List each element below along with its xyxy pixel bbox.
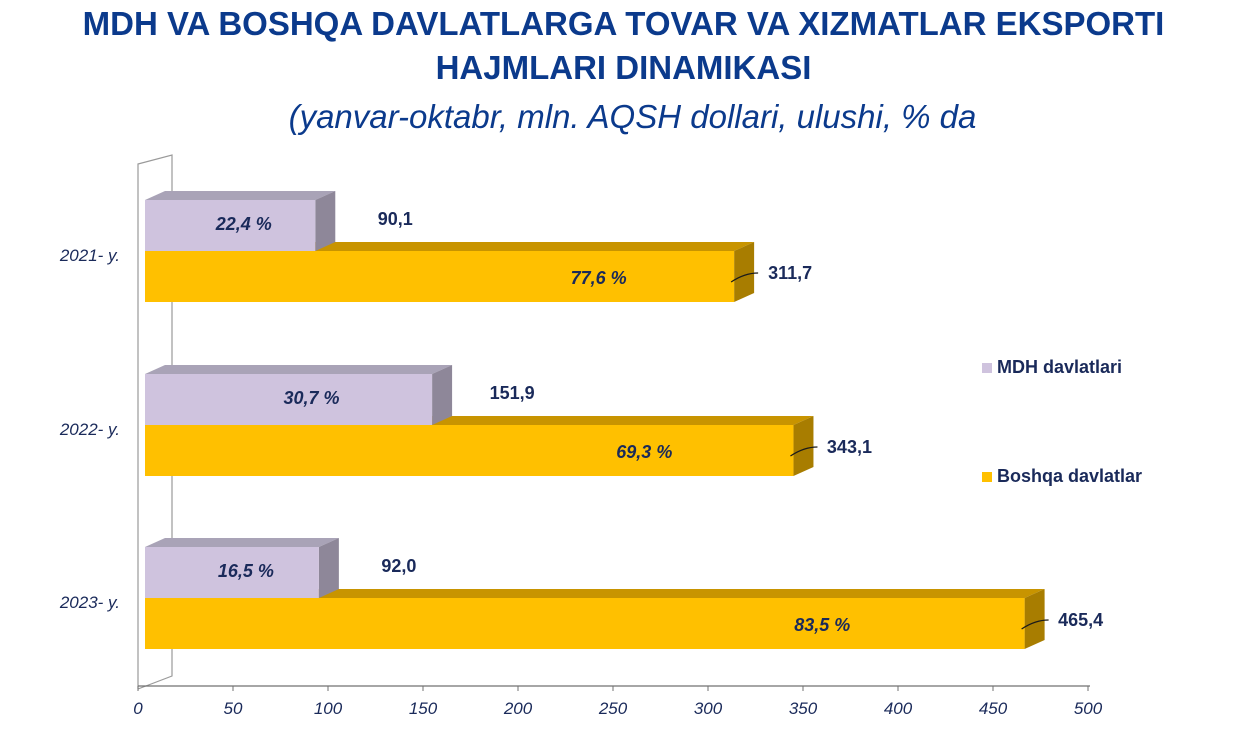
x-tick-label: 350 (789, 699, 818, 718)
legend-label-boshqa: Boshqa davlatlar (997, 466, 1143, 486)
x-tick-label: 450 (979, 699, 1008, 718)
legend-item-boshqa: Boshqa davlatlar (982, 466, 1142, 487)
x-tick-label: 0 (133, 699, 143, 718)
category-label: 2021- y. (59, 246, 120, 265)
bar-mdh-side (318, 538, 339, 598)
value-label-mdh: 92,0 (381, 556, 416, 576)
chart-wall (137, 154, 173, 690)
value-label-boshqa: 343,1 (827, 437, 872, 457)
x-tick-label: 500 (1074, 699, 1103, 718)
legend-item-mdh: MDH davlatlari (982, 357, 1122, 378)
x-tick-label: 300 (694, 699, 723, 718)
category-label: 2023- y. (59, 593, 120, 612)
bar-boshqa-side (1024, 589, 1045, 649)
legend-swatch-boshqa (982, 471, 992, 482)
share-label-mdh: 22,4 % (215, 214, 272, 234)
bar-boshqa-top (145, 589, 1045, 598)
bar-mdh-top (145, 538, 339, 547)
leader-line (1021, 619, 1049, 630)
share-label-boshqa: 83,5 % (794, 615, 850, 635)
share-label-mdh: 16,5 % (218, 561, 274, 581)
bar-mdh-top (145, 365, 453, 374)
chart-subtitle: (yanvar-oktabr, mln. AQSH dollari, ulush… (288, 98, 977, 135)
value-label-mdh: 151,9 (490, 383, 535, 403)
bar-mdh (145, 374, 433, 425)
bar-boshqa (145, 425, 794, 476)
bar-mdh-top (145, 191, 336, 200)
x-tick-label: 250 (598, 699, 628, 718)
legend-swatch-mdh (982, 362, 992, 373)
share-label-boshqa: 77,6 % (571, 268, 627, 288)
legend-label-mdh: MDH davlatlari (997, 357, 1123, 377)
chart-title: MDH VA BOSHQA DAVLATLARGA TOVAR VA XIZMA… (82, 5, 1165, 86)
bar-mdh (145, 547, 319, 598)
value-label-boshqa: 311,7 (768, 263, 812, 283)
bar-mdh-side (432, 365, 453, 425)
value-label-boshqa: 465,4 (1058, 610, 1103, 630)
bar-boshqa (145, 251, 735, 302)
x-tick-label: 50 (224, 699, 243, 718)
value-label-mdh: 90,1 (378, 209, 413, 229)
bar-boshqa-side (734, 242, 755, 302)
x-tick-label: 400 (884, 699, 913, 718)
x-tick-label: 150 (409, 699, 438, 718)
category-label: 2022- y. (59, 420, 120, 439)
bar-boshqa-side (793, 416, 814, 476)
share-label-boshqa: 69,3 % (616, 442, 672, 462)
x-tick-label: 100 (314, 699, 343, 718)
share-label-mdh: 30,7 % (283, 388, 339, 408)
leader-line (790, 446, 818, 457)
bar-mdh (145, 200, 316, 251)
bar-mdh-side (315, 191, 336, 251)
x-tick-label: 200 (503, 699, 533, 718)
bar-boshqa (145, 598, 1025, 649)
leader-line (730, 272, 759, 283)
